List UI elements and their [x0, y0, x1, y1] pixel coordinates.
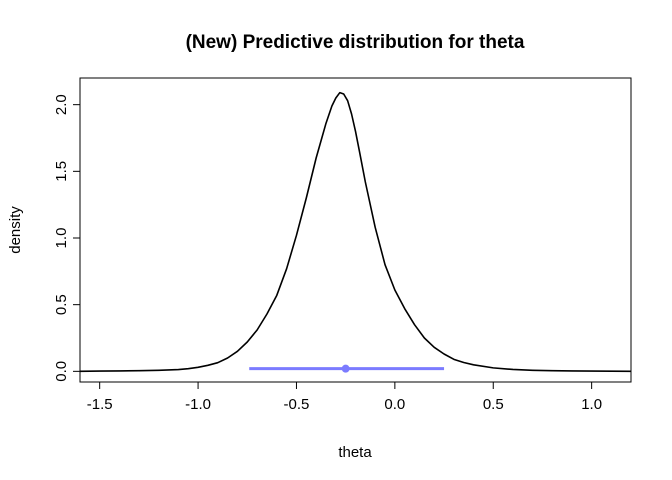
x-tick-label: -0.5	[284, 396, 310, 413]
y-tick-label: 1.5	[53, 161, 70, 182]
y-tick-label: 0.0	[53, 361, 70, 382]
x-axis-label: theta	[338, 444, 372, 461]
x-tick-label: -1.5	[87, 396, 113, 413]
interval-point	[341, 364, 350, 373]
y-tick-label: 0.5	[53, 294, 70, 315]
y-tick-label: 2.0	[53, 94, 70, 115]
interval-layer	[249, 364, 445, 373]
chart-title: (New) Predictive distribution for theta	[186, 32, 525, 53]
x-tick-label: -1.0	[185, 396, 211, 413]
x-axis: -1.5 -1.0 -0.5 0.0 0.5 1.0	[87, 381, 602, 413]
series-layer	[79, 91, 632, 373]
x-tick-label: 1.0	[581, 396, 602, 413]
y-axis: 0.0 0.5 1.0 1.5 2.0	[53, 94, 81, 382]
x-tick-label: 0.0	[384, 396, 405, 413]
density-line	[79, 91, 632, 373]
plot-box	[79, 77, 632, 383]
y-axis-label: density	[7, 206, 24, 254]
y-tick-label: 1.0	[53, 228, 70, 249]
x-tick-label: 0.5	[483, 396, 504, 413]
